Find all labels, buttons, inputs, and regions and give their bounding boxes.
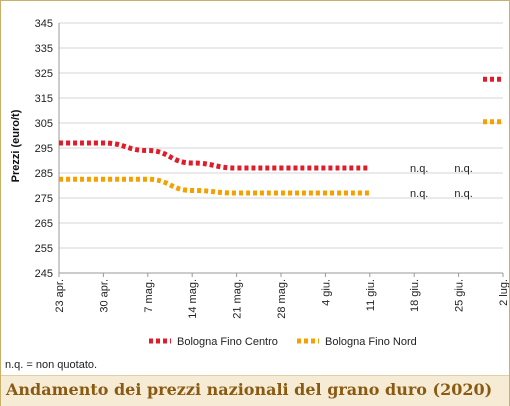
- y-tick-label: 305: [35, 118, 53, 130]
- y-tick-label: 265: [35, 218, 53, 230]
- legend: Bologna Fino Centro Bologna Fino Nord: [149, 336, 417, 348]
- x-tick-label: 2 lug.: [498, 279, 509, 306]
- annotations: n.q. n.q. n.q. n.q.: [410, 163, 473, 200]
- annotation-nq: n.q.: [454, 188, 472, 200]
- y-tick-label: 295: [35, 143, 53, 155]
- legend-label: Bologna Fino Centro: [177, 336, 278, 348]
- y-tick-label: 315: [35, 93, 53, 105]
- x-tick-label: 23 apr.: [54, 279, 66, 313]
- y-axis-label: Prezzi (euro/t): [10, 109, 22, 182]
- x-tick-label: 21 mag.: [232, 279, 244, 319]
- series-line: [59, 176, 370, 196]
- y-tick-label: 335: [35, 43, 53, 55]
- x-tick-label: 25 giu.: [454, 279, 466, 312]
- line-chart: 245 255 265 275 285 295 305 315 325 335 345 23 apr.…: [10, 18, 509, 348]
- annotation-nq: n.q.: [454, 163, 472, 175]
- series-bologna-fino-nord: [59, 119, 503, 196]
- footnote: n.q. = non quotato.: [5, 359, 98, 371]
- y-tick-label: 255: [35, 243, 53, 255]
- y-tick-label: 285: [35, 168, 53, 180]
- axes: 245 255 265 275 285 295 305 315 325 335 345 23 apr.…: [35, 18, 509, 319]
- x-tick-label: 4 giu.: [320, 279, 332, 306]
- x-tick-label: 30 apr.: [98, 279, 110, 313]
- y-tick-label: 325: [35, 68, 53, 80]
- y-tick-label: 345: [35, 18, 53, 30]
- annotation-nq: n.q.: [410, 188, 428, 200]
- x-tick-label: 7 mag.: [143, 279, 155, 313]
- series-line: [59, 140, 370, 171]
- x-tick-label: 14 mag.: [187, 279, 199, 319]
- chart-title: Andamento dei prezzi nazionali del grano…: [6, 380, 493, 399]
- legend-label: Bologna Fino Nord: [325, 336, 417, 348]
- title-bar: Andamento dei prezzi nazionali del grano…: [1, 375, 509, 406]
- x-tick-label: 11 giu.: [365, 279, 377, 311]
- annotation-nq: n.q.: [410, 163, 428, 175]
- series-bologna-fino-centro: [59, 76, 503, 171]
- x-tick-label: 28 mag.: [276, 279, 288, 319]
- gridlines: [59, 22, 503, 274]
- series-lines: [59, 76, 503, 196]
- y-tick-label: 275: [35, 193, 53, 205]
- y-tick-label: 245: [35, 268, 53, 280]
- x-tick-label: 18 giu.: [409, 279, 421, 312]
